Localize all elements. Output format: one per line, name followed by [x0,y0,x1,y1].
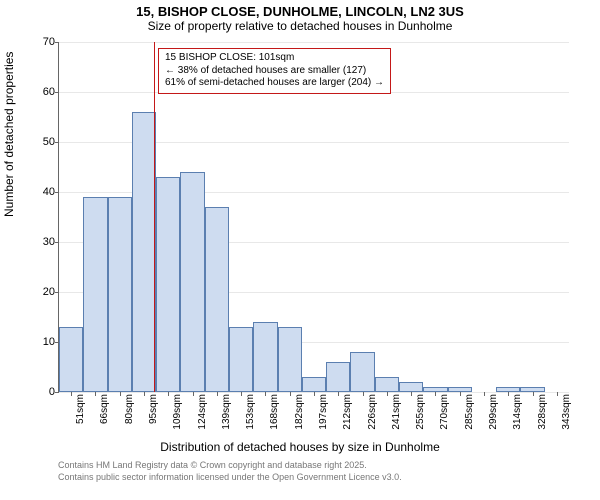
xtick-mark [265,392,266,396]
ytick-mark [55,42,59,43]
xtick-mark [484,392,485,396]
footer-line-1: Contains HM Land Registry data © Crown c… [58,460,402,472]
xtick-mark [314,392,315,396]
ytick-mark [55,142,59,143]
xtick-label: 109sqm [172,394,183,430]
ytick-label: 50 [25,136,55,148]
chart-container: 15, BISHOP CLOSE, DUNHOLME, LINCOLN, LN2… [0,0,600,500]
histogram-bar [302,377,326,392]
xtick-label: 182sqm [294,394,305,430]
x-axis-label: Distribution of detached houses by size … [0,440,600,454]
xtick-label: 314sqm [512,394,523,430]
xtick-mark [557,392,558,396]
footer-attribution: Contains HM Land Registry data © Crown c… [58,460,402,483]
xtick-mark [290,392,291,396]
histogram-bar [253,322,277,392]
ytick-mark [55,392,59,393]
xtick-mark [144,392,145,396]
histogram-bar [375,377,399,392]
histogram-bar [205,207,229,392]
xtick-label: 299sqm [488,394,499,430]
title-line-2: Size of property relative to detached ho… [0,19,600,33]
xtick-label: 285sqm [464,394,475,430]
xtick-mark [193,392,194,396]
ytick-label: 40 [25,186,55,198]
histogram-bar [180,172,204,392]
marker-line [154,42,155,392]
xtick-mark [460,392,461,396]
xtick-label: 153sqm [245,394,256,430]
xtick-mark [120,392,121,396]
histogram-bar [59,327,83,392]
xtick-mark [217,392,218,396]
xtick-label: 241sqm [391,394,402,430]
xtick-label: 124sqm [197,394,208,430]
histogram-bar [326,362,350,392]
xtick-mark [241,392,242,396]
xtick-label: 168sqm [269,394,280,430]
xtick-mark [508,392,509,396]
ytick-label: 0 [25,386,55,398]
xtick-mark [71,392,72,396]
xtick-label: 139sqm [221,394,232,430]
xtick-mark [435,392,436,396]
xtick-label: 328sqm [537,394,548,430]
annotation-line2: ← 38% of detached houses are smaller (12… [165,65,384,78]
xtick-label: 80sqm [124,394,135,424]
ytick-label: 60 [25,86,55,98]
histogram-bar [350,352,374,392]
y-axis-label: Number of detached properties [2,52,16,217]
xtick-label: 270sqm [439,394,450,430]
histogram-bar [399,382,423,392]
xtick-label: 226sqm [367,394,378,430]
chart-area: 01020304050607051sqm66sqm80sqm95sqm109sq… [58,42,568,392]
annotation-line3: 61% of semi-detached houses are larger (… [165,77,384,90]
xtick-label: 343sqm [561,394,572,430]
xtick-mark [168,392,169,396]
histogram-bar [229,327,253,392]
ytick-label: 20 [25,286,55,298]
gridline [59,42,569,43]
histogram-bar [278,327,302,392]
xtick-label: 95sqm [148,394,159,424]
ytick-label: 70 [25,36,55,48]
xtick-mark [363,392,364,396]
xtick-label: 212sqm [342,394,353,430]
xtick-mark [338,392,339,396]
histogram-bar [132,112,156,392]
xtick-label: 66sqm [99,394,110,424]
ytick-mark [55,292,59,293]
ytick-label: 10 [25,336,55,348]
title-line-1: 15, BISHOP CLOSE, DUNHOLME, LINCOLN, LN2… [0,4,600,19]
annotation-line1: 15 BISHOP CLOSE: 101sqm [165,52,384,65]
xtick-mark [411,392,412,396]
histogram-bar [83,197,107,392]
histogram-bar [108,197,132,392]
footer-line-2: Contains public sector information licen… [58,472,402,484]
histogram-bar [156,177,180,392]
xtick-label: 51sqm [75,394,86,424]
annotation-box: 15 BISHOP CLOSE: 101sqm← 38% of detached… [158,48,391,94]
ytick-mark [55,192,59,193]
xtick-label: 255sqm [415,394,426,430]
ytick-mark [55,92,59,93]
ytick-mark [55,242,59,243]
plot-area: 01020304050607051sqm66sqm80sqm95sqm109sq… [58,42,569,393]
xtick-mark [533,392,534,396]
title-block: 15, BISHOP CLOSE, DUNHOLME, LINCOLN, LN2… [0,0,600,33]
xtick-mark [95,392,96,396]
xtick-label: 197sqm [318,394,329,430]
xtick-mark [387,392,388,396]
ytick-label: 30 [25,236,55,248]
